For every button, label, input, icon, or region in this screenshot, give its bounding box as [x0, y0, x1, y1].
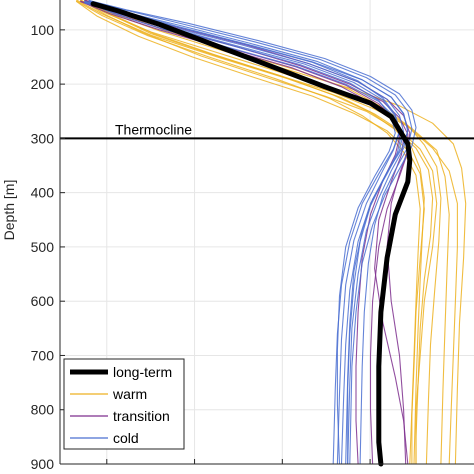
legend-label-warm: warm: [112, 386, 147, 402]
thermocline-marker: Thermocline: [60, 121, 474, 140]
series-line-cold-3: [88, 0, 413, 465]
series-line-long-term-0: [90, 1, 413, 467]
series-line-warm-4: [80, 0, 467, 465]
thermocline-label: Thermocline: [115, 121, 192, 137]
profile-lines: [76, 0, 467, 467]
series-line-cold-4: [84, 1, 396, 465]
y-tick-label-2: 300: [31, 130, 55, 146]
series-line-warm-2: [84, 0, 458, 465]
series-line-warm-1: [80, 0, 434, 465]
legend-label-cold: cold: [113, 430, 139, 446]
legend-items: long-term warm transition cold: [70, 364, 172, 446]
series-line-cold-0: [84, 2, 405, 465]
y-tick-label-3: 400: [31, 185, 55, 201]
y-tick-label-1: 200: [31, 76, 55, 92]
legend-label-long-term: long-term: [113, 364, 172, 380]
y-tick-label-7: 800: [31, 402, 55, 418]
y-ticks: 100 200 300 400 500 600 700 800 900: [31, 22, 65, 472]
y-tick-label-8: 900: [31, 456, 55, 472]
series-line-cold-5: [88, 0, 409, 465]
legend-label-transition: transition: [113, 408, 170, 424]
y-tick-label-6: 700: [31, 347, 55, 363]
y-tick-label-0: 100: [31, 22, 55, 38]
y-axis-label: Depth [m]: [1, 180, 17, 241]
y-tick-label-4: 500: [31, 239, 55, 255]
legend: long-term warm transition cold: [63, 358, 185, 450]
series-line-cold-7: [88, 0, 417, 465]
x-ticks: [106, 459, 371, 464]
y-tick-label-5: 600: [31, 293, 55, 309]
